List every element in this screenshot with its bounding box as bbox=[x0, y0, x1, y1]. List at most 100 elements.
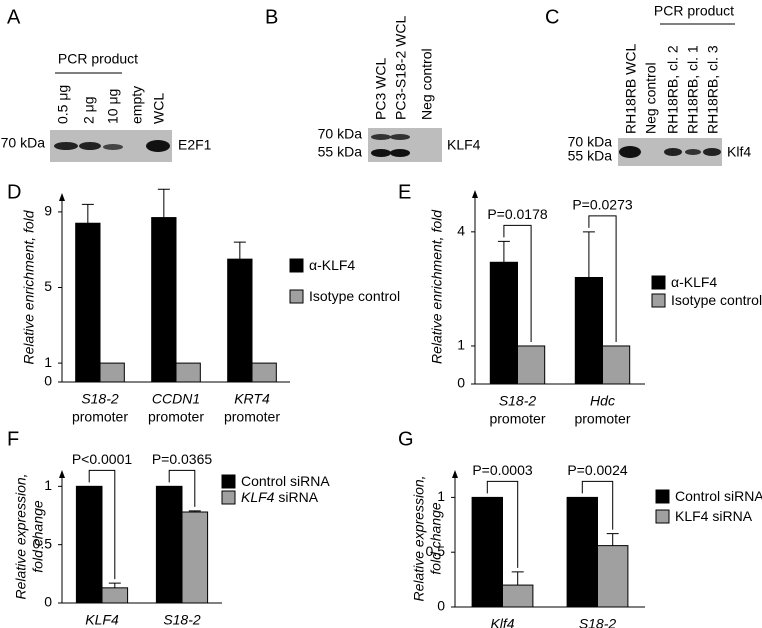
axis-arrow bbox=[452, 470, 458, 478]
axis-arrow bbox=[472, 190, 478, 198]
y-tick-label: 0 bbox=[44, 373, 52, 389]
y-tick-label: 1 bbox=[44, 354, 52, 370]
p-value: P=0.0365 bbox=[152, 451, 213, 467]
protein: Klf4 bbox=[727, 144, 751, 160]
band bbox=[371, 149, 391, 157]
significance-bracket bbox=[581, 480, 614, 530]
y-axis-label: Relative expression, bbox=[13, 473, 29, 599]
lane-label: RH18RB WCL bbox=[623, 44, 639, 134]
error-bar bbox=[188, 510, 201, 512]
lane-label: Neg control bbox=[419, 48, 435, 120]
panel-letter: F bbox=[7, 428, 19, 450]
y-tick-label: 4 bbox=[457, 223, 465, 239]
legend-label: KLF4 siRNA bbox=[675, 508, 753, 524]
legend-swatch bbox=[221, 474, 236, 489]
x-tick-label: Klf4 bbox=[490, 616, 514, 628]
blot-header: PCR product bbox=[654, 3, 734, 19]
lane-label: 2 μg bbox=[81, 96, 97, 124]
bar bbox=[155, 485, 183, 604]
legend-label: α-KLF4 bbox=[309, 257, 355, 273]
lane-label: RH18RB, cl. 3 bbox=[705, 45, 721, 134]
marker: 70 kDa bbox=[318, 126, 363, 142]
panel-letter: G bbox=[398, 428, 414, 450]
x-tick-sublabel: promoter bbox=[148, 409, 204, 425]
legend-swatch bbox=[651, 293, 666, 308]
y-axis-label: Relative enrichment, fold bbox=[429, 209, 445, 364]
p-value: P<0.0001 bbox=[72, 451, 133, 467]
band bbox=[79, 142, 101, 150]
lane-label: PC3-S18-2 WCL bbox=[393, 16, 409, 120]
y-axis-label: fold change bbox=[30, 500, 46, 573]
bar bbox=[101, 587, 129, 604]
x-tick-label: S18-2 bbox=[499, 393, 537, 409]
lane-label: WCL bbox=[151, 93, 167, 124]
panel-letter: A bbox=[7, 6, 21, 28]
y-tick-label: 1 bbox=[437, 488, 445, 504]
legend-swatch bbox=[651, 275, 666, 290]
band bbox=[619, 146, 641, 158]
lane-label: Neg control bbox=[643, 62, 659, 134]
bar bbox=[574, 276, 603, 385]
y-axis-label: fold change bbox=[428, 502, 444, 575]
x-tick-label: S18-2 bbox=[579, 616, 617, 628]
band bbox=[703, 148, 721, 156]
legend-label: Isotype control bbox=[309, 288, 400, 304]
legend-swatch bbox=[655, 509, 670, 524]
marker: 55 kDa bbox=[568, 148, 613, 164]
error-bar bbox=[497, 240, 510, 263]
bar bbox=[597, 545, 629, 608]
y-tick-label: 9 bbox=[44, 203, 52, 219]
legend-label: Control siRNA bbox=[241, 473, 330, 489]
error-bar bbox=[582, 231, 595, 278]
panel-letter: E bbox=[398, 181, 411, 203]
band bbox=[685, 149, 701, 155]
error-bar bbox=[81, 203, 94, 224]
y-tick-label: 0 bbox=[457, 375, 465, 391]
band bbox=[390, 149, 410, 157]
bar bbox=[99, 362, 125, 383]
bar bbox=[175, 362, 201, 383]
x-tick-label: CCDN1 bbox=[152, 391, 200, 407]
p-value: P=0.0178 bbox=[487, 206, 548, 222]
x-tick-sublabel: promoter bbox=[574, 411, 630, 427]
y-tick-label: 0.5 bbox=[426, 543, 446, 559]
y-tick-label: 5 bbox=[44, 278, 52, 294]
error-bar bbox=[233, 241, 246, 260]
y-axis-label: Relative expression, bbox=[411, 475, 427, 601]
blot-header: PCR product bbox=[58, 51, 138, 67]
axis-arrow bbox=[59, 193, 65, 201]
bar bbox=[502, 584, 534, 608]
p-value: P=0.0003 bbox=[472, 462, 533, 478]
marker: 55 kDa bbox=[318, 144, 363, 160]
bar bbox=[75, 222, 101, 383]
bar bbox=[75, 485, 103, 604]
bar bbox=[517, 345, 546, 385]
band bbox=[390, 134, 410, 140]
protein: E2F1 bbox=[178, 137, 212, 153]
marker: 70 kDa bbox=[568, 134, 613, 150]
band bbox=[664, 148, 682, 156]
y-tick-label: 1 bbox=[44, 477, 52, 493]
band bbox=[54, 142, 78, 150]
legend-label: Isotype control bbox=[671, 292, 762, 308]
legend-swatch bbox=[655, 489, 670, 504]
panel-letter: B bbox=[265, 6, 278, 28]
x-tick-label: KRT4 bbox=[234, 391, 270, 407]
bar bbox=[566, 496, 598, 608]
bar bbox=[251, 362, 277, 383]
bar bbox=[471, 496, 504, 608]
band bbox=[146, 140, 170, 152]
y-tick-label: 0 bbox=[437, 598, 445, 614]
significance-bracket bbox=[168, 469, 196, 507]
x-tick-label: S18-2 bbox=[163, 612, 201, 628]
band bbox=[371, 134, 391, 140]
x-tick-label: Hdc bbox=[590, 393, 615, 409]
significance-bracket bbox=[588, 215, 617, 342]
panel-letter: C bbox=[545, 6, 559, 28]
bar bbox=[227, 258, 253, 383]
legend-swatch bbox=[289, 289, 304, 304]
error-bar bbox=[108, 582, 121, 588]
legend-swatch bbox=[221, 490, 236, 505]
lane-label: RH18RB, cl. 1 bbox=[685, 45, 701, 134]
marker: 70 kDa bbox=[1, 135, 46, 151]
